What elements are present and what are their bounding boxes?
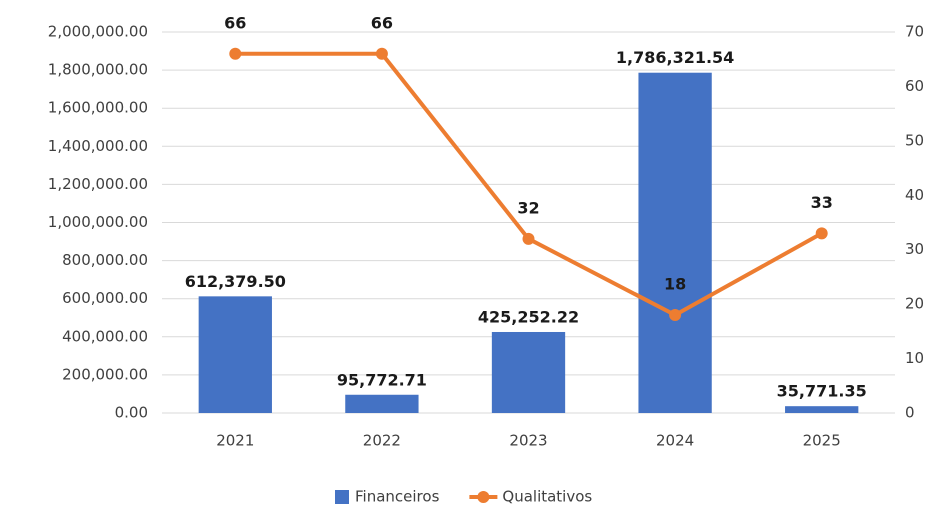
data-label: 66	[224, 13, 246, 32]
y2-tick-label: 30	[905, 240, 924, 258]
bar	[638, 72, 712, 413]
data-label: 612,379.50	[185, 272, 286, 291]
y2-tick-label: 70	[905, 23, 924, 41]
legend-label: Financeiros	[355, 488, 440, 506]
data-label: 425,252.22	[478, 307, 579, 326]
x-tick-label: 2023	[509, 432, 547, 450]
x-tick-label: 2021	[216, 432, 254, 450]
data-label: 1,786,321.54	[616, 48, 734, 67]
y2-tick-label: 10	[905, 349, 924, 367]
y2-tick-label: 20	[905, 295, 924, 313]
legend-label: Qualitativos	[502, 488, 592, 506]
bar	[491, 331, 566, 413]
data-label: 35,771.35	[777, 382, 867, 401]
data-label: 66	[371, 13, 393, 32]
y2-tick-label: 40	[905, 186, 924, 204]
line-marker	[375, 47, 388, 60]
line-marker	[522, 232, 535, 245]
x-tick-label: 2022	[363, 432, 401, 450]
x-tick-label: 2024	[656, 432, 694, 450]
legend-swatch	[335, 490, 349, 504]
y-tick-label: 1,600,000.00	[48, 99, 148, 117]
line-marker	[669, 309, 682, 322]
y-tick-label: 1,800,000.00	[48, 61, 148, 79]
y-tick-label: 200,000.00	[62, 365, 148, 383]
y-tick-label: 1,400,000.00	[48, 137, 148, 155]
bar	[198, 296, 272, 413]
bar	[345, 394, 419, 413]
y-tick-label: 600,000.00	[62, 289, 148, 307]
y2-tick-label: 50	[905, 131, 924, 149]
y-tick-label: 2,000,000.00	[48, 23, 148, 41]
y-tick-label: 400,000.00	[62, 327, 148, 345]
y-tick-label: 800,000.00	[62, 251, 148, 269]
data-label: 32	[517, 198, 539, 217]
y2-tick-label: 60	[905, 77, 924, 95]
line-marker	[229, 47, 242, 60]
legend-swatch	[477, 491, 490, 503]
y2-tick-label: 0	[905, 404, 915, 422]
y-tick-label: 1,200,000.00	[48, 175, 148, 193]
data-label: 18	[664, 275, 686, 294]
y-tick-label: 0.00	[115, 404, 148, 422]
data-label: 95,772.71	[337, 370, 427, 389]
data-label: 33	[811, 193, 833, 212]
bar	[785, 406, 859, 413]
line-marker	[815, 227, 828, 240]
x-tick-label: 2025	[803, 432, 841, 450]
y-tick-label: 1,000,000.00	[48, 213, 148, 231]
